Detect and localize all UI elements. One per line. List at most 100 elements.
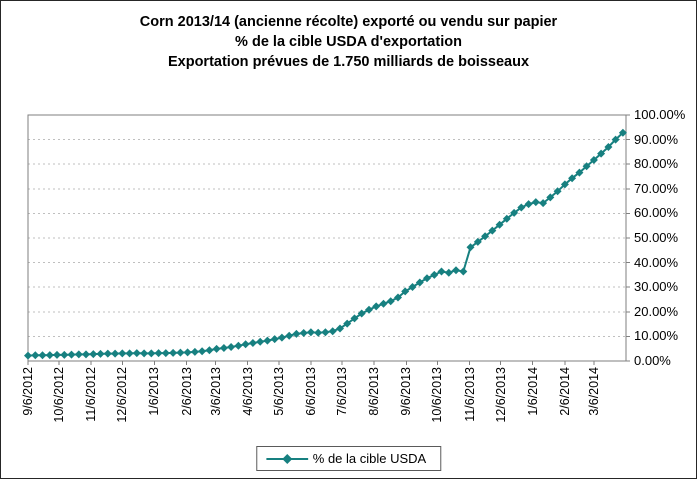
data-point-marker (401, 287, 410, 296)
data-point-marker (553, 187, 562, 196)
data-point-marker (343, 319, 352, 328)
data-point-marker (125, 349, 134, 358)
data-point-marker (227, 343, 236, 351)
x-tick-label: 11/6/2013 (462, 367, 477, 422)
data-point-marker (24, 351, 32, 360)
data-point-marker (103, 349, 112, 358)
y-tick-label: 10.00% (634, 328, 679, 344)
x-tick-label: 6/6/2013 (303, 367, 318, 416)
x-tick-label: 5/6/2013 (271, 367, 286, 416)
data-point-marker (118, 349, 127, 358)
data-point-marker (190, 347, 199, 356)
data-point-marker (161, 349, 170, 358)
data-point-marker (575, 168, 584, 177)
data-point-marker (314, 328, 323, 337)
legend: % de la cible USDA (255, 446, 442, 471)
x-tick-label: 10/6/2013 (430, 367, 445, 423)
data-point-marker (437, 267, 446, 276)
data-point-marker (582, 162, 591, 171)
x-tick-label: 2/6/2014 (557, 367, 572, 416)
data-point-marker (263, 336, 272, 345)
y-tick-label: 0.00% (634, 353, 671, 368)
y-tick-label: 30.00% (634, 279, 679, 295)
y-tick-label: 40.00% (634, 254, 679, 270)
x-tick-label: 12/6/2012 (115, 367, 130, 423)
data-point-marker (38, 351, 47, 360)
data-point-marker (357, 309, 366, 318)
data-point-marker (140, 349, 149, 358)
data-point-marker (365, 305, 373, 314)
x-tick-label: 9/6/2013 (399, 367, 414, 416)
data-point-marker (466, 243, 475, 252)
data-point-marker (89, 350, 98, 359)
data-point-marker (394, 293, 402, 302)
data-point-marker (386, 297, 395, 306)
data-point-marker (524, 200, 533, 209)
data-point-marker (481, 232, 490, 241)
data-point-marker (473, 237, 482, 246)
data-point-marker (292, 329, 301, 338)
data-point-marker (183, 348, 192, 357)
data-point-marker (560, 180, 569, 189)
x-tick-label: 1/6/2013 (147, 367, 162, 416)
data-point-marker (169, 348, 178, 357)
data-point-marker (415, 278, 424, 287)
data-point-marker (132, 349, 141, 358)
data-point-marker (248, 339, 257, 347)
data-point-marker (205, 346, 214, 355)
x-tick-label: 8/6/2013 (367, 367, 382, 416)
data-point-marker (321, 328, 330, 337)
data-point-marker (299, 329, 308, 337)
data-point-marker (611, 135, 620, 144)
y-tick-label: 20.00% (634, 303, 679, 319)
data-point-marker (96, 349, 105, 358)
data-point-marker (234, 341, 243, 350)
data-point-marker (256, 337, 265, 346)
chart-title-line-1: Corn 2013/14 (ancienne récolte) exporté … (139, 14, 558, 30)
data-point-marker (423, 274, 431, 283)
x-tick-label: 9/6/2012 (21, 367, 35, 416)
data-point-marker (539, 199, 548, 208)
data-point-marker (430, 270, 439, 279)
data-point-marker (147, 349, 156, 358)
data-point-marker (270, 335, 279, 344)
data-point-marker (219, 344, 228, 352)
data-point-marker (488, 226, 497, 235)
data-point-marker (176, 348, 185, 357)
y-tick-label: 80.00% (634, 156, 679, 172)
data-point-marker (31, 351, 40, 360)
x-tick-label: 2/6/2013 (179, 367, 194, 416)
data-point-marker (277, 333, 286, 342)
data-point-marker (444, 268, 453, 277)
data-point-marker (597, 149, 606, 158)
data-point-marker (350, 314, 359, 323)
data-point-marker (336, 324, 344, 333)
data-point-marker (495, 220, 504, 229)
x-tick-label: 12/6/2013 (493, 367, 508, 423)
y-tick-label: 90.00% (634, 131, 679, 147)
chart-title: Corn 2013/14 (ancienne récolte) exporté … (1, 12, 696, 72)
data-point-marker (82, 350, 90, 359)
x-tick-label: 10/6/2012 (52, 367, 67, 423)
data-point-marker (60, 350, 69, 359)
x-tick-label: 11/6/2012 (84, 367, 99, 422)
data-point-marker (212, 344, 221, 353)
data-point-marker (589, 156, 598, 164)
data-point-marker (328, 327, 337, 336)
data-point-marker (241, 340, 250, 349)
data-point-marker (45, 351, 54, 360)
x-tick-label: 4/6/2013 (240, 367, 255, 416)
data-point-marker (459, 267, 468, 276)
y-tick-label: 60.00% (634, 205, 679, 221)
x-tick-label: 1/6/2014 (525, 367, 540, 416)
y-tick-label: 100.00% (634, 107, 686, 122)
y-tick-label: 50.00% (634, 230, 679, 245)
data-point-marker (53, 350, 61, 359)
data-point-marker (111, 349, 120, 358)
data-point-marker (306, 328, 315, 337)
data-point-marker (452, 266, 460, 275)
data-point-marker (67, 350, 76, 359)
data-point-marker (285, 331, 294, 340)
